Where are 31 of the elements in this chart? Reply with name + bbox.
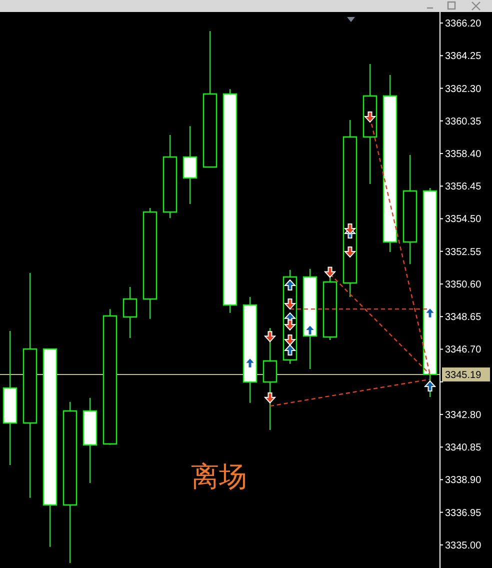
y-tick-label: 3362.30 bbox=[445, 84, 482, 95]
y-tick-label: 3356.45 bbox=[445, 182, 482, 193]
y-tick-label: 3338.90 bbox=[445, 475, 482, 486]
y-tick-label: 3358.40 bbox=[445, 149, 482, 160]
candlestick bbox=[2, 330, 18, 466]
y-tick-label: 3335.00 bbox=[445, 540, 482, 552]
candlestick bbox=[222, 88, 238, 314]
y-tick-label: 3360.35 bbox=[445, 116, 482, 128]
y-tick-label: 3340.85 bbox=[445, 442, 482, 454]
y-tick-label: 3342.80 bbox=[445, 410, 482, 421]
candlestick bbox=[382, 74, 398, 253]
y-tick-label: 3348.65 bbox=[445, 312, 482, 324]
candlestick bbox=[242, 296, 258, 404]
candlestick bbox=[82, 397, 98, 484]
candlestick bbox=[162, 134, 178, 219]
y-tick-label: 3346.70 bbox=[445, 344, 482, 356]
y-tick-label: 3336.95 bbox=[445, 508, 482, 519]
y-tick-label: 3366.20 bbox=[445, 18, 482, 30]
candlestick bbox=[182, 126, 198, 205]
y-tick-label: 3364.25 bbox=[445, 51, 482, 62]
y-tick-label: 3350.60 bbox=[445, 279, 482, 290]
candlestick bbox=[402, 154, 418, 265]
annotation: 离场 bbox=[191, 460, 247, 493]
y-tick-label: 3354.50 bbox=[445, 214, 482, 226]
candlestick bbox=[22, 272, 38, 498]
ref-line-label: 3345.19 bbox=[445, 370, 482, 381]
candlestick bbox=[262, 327, 278, 431]
candlestick bbox=[62, 401, 78, 564]
candlestick bbox=[122, 286, 138, 339]
y-tick-label: 3352.55 bbox=[445, 246, 482, 258]
candlestick bbox=[302, 268, 318, 370]
